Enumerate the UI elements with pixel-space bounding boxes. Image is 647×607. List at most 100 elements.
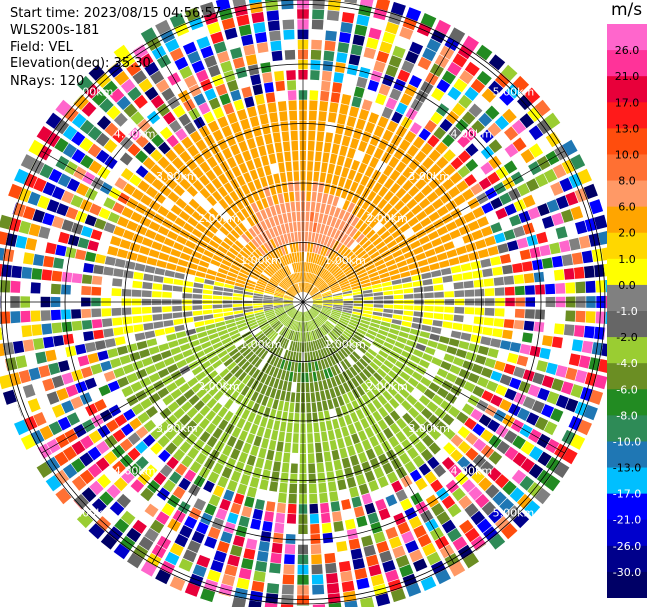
range-gate: [320, 310, 330, 316]
range-gate: [492, 491, 507, 506]
range-gate: [282, 279, 290, 288]
range-gate: [309, 372, 313, 382]
range-gate: [382, 462, 394, 475]
range-gate: [503, 275, 515, 285]
range-gate: [145, 364, 157, 375]
range-gate: [148, 372, 161, 383]
range-gate: [332, 306, 343, 309]
range-gate: [243, 334, 253, 342]
range-gate: [253, 414, 262, 426]
range-gate: [352, 128, 363, 140]
range-gate: [200, 512, 213, 526]
range-gate: [352, 291, 363, 296]
range-gate: [264, 290, 274, 295]
range-gate: [162, 306, 172, 313]
range-gate: [382, 313, 393, 318]
range-gate: [48, 362, 61, 375]
range-gate: [429, 163, 442, 176]
range-gate: [211, 219, 222, 230]
range-gate: [152, 306, 162, 313]
range-gate: [475, 239, 487, 250]
range-gate: [318, 111, 327, 122]
range-gate: [472, 270, 483, 279]
range-gate: [481, 390, 494, 402]
range-gate: [401, 245, 412, 254]
range-gate: [157, 368, 170, 379]
range-gate: [361, 493, 373, 505]
range-gate: [503, 363, 516, 375]
range-gate: [273, 296, 284, 300]
range-gate: [335, 325, 344, 333]
range-gate: [385, 569, 399, 583]
range-gate: [263, 295, 274, 298]
range-gate: [248, 0, 262, 4]
range-gate: [309, 382, 315, 393]
range-gate: [155, 79, 170, 93]
range-gate: [513, 320, 525, 330]
range-gate: [271, 122, 280, 133]
azimuth-line: [41, 150, 304, 303]
range-gate: [126, 61, 142, 77]
range-gate: [408, 75, 422, 88]
range-gate: [339, 260, 349, 269]
range-gate: [563, 324, 575, 336]
range-gate: [189, 130, 202, 143]
range-gate: [331, 312, 341, 317]
range-gate: [195, 271, 206, 278]
range-gate: [102, 318, 113, 328]
range-gate: [91, 319, 103, 329]
range-gate: [283, 302, 293, 305]
range-gate: [299, 342, 302, 352]
range-gate: [591, 248, 603, 262]
range-gate: [562, 448, 578, 465]
range-gate: [413, 558, 428, 572]
range-gate: [326, 356, 333, 367]
range-gate: [226, 156, 237, 169]
range-gate: [370, 251, 380, 260]
range-gate: [357, 325, 368, 332]
range-gate: [253, 178, 262, 190]
range-gate: [223, 182, 234, 194]
range-gate: [195, 521, 209, 535]
range-gate: [313, 276, 320, 286]
range-gate: [179, 414, 191, 426]
range-gate: [332, 196, 340, 207]
range-gate: [311, 361, 316, 372]
range-gate: [61, 400, 75, 414]
range-gate: [448, 126, 462, 140]
range-gate: [245, 538, 258, 550]
range-gate: [329, 439, 338, 451]
range-gate: [157, 435, 170, 448]
range-gate: [122, 316, 133, 325]
range-gate: [133, 271, 144, 280]
range-gate: [320, 269, 328, 278]
range-gate: [321, 431, 328, 442]
range-gate: [246, 279, 257, 285]
range-gate: [284, 442, 291, 453]
range-gate: [280, 370, 287, 380]
range-gate: [256, 426, 265, 437]
range-gate: [333, 133, 342, 145]
range-gate: [392, 545, 406, 559]
range-gate: [182, 311, 193, 317]
range-gate: [265, 0, 278, 2]
range-gate: [374, 259, 385, 267]
range-gate: [265, 386, 273, 397]
range-gate: [203, 284, 214, 290]
range-gate: [436, 205, 449, 217]
range-gate: [35, 351, 47, 364]
range-gate: [299, 252, 302, 262]
range-gate: [83, 262, 94, 273]
range-gate: [43, 336, 55, 349]
range-gate: [409, 469, 422, 482]
range-gate: [245, 282, 256, 288]
range-gate: [568, 353, 581, 367]
range-gate: [296, 311, 301, 321]
range-gate: [315, 278, 323, 287]
range-gate: [255, 135, 265, 147]
range-gate: [318, 338, 325, 349]
range-gate: [195, 223, 207, 233]
range-gate: [323, 302, 333, 305]
range-gate: [28, 367, 41, 381]
range-gate: [384, 219, 395, 230]
